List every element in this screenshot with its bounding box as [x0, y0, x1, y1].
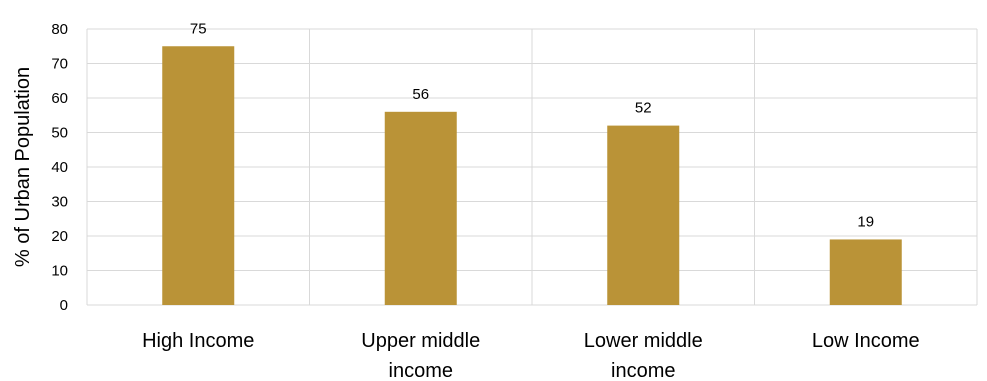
y-tick-label: 40	[51, 159, 68, 176]
plot-area: 0 10 20 30 40 50 60 70 80 75 High Income 56 Upper mi…	[51, 20, 978, 381]
y-tick-label: 20	[51, 228, 68, 245]
y-tick-label: 70	[51, 56, 68, 73]
category-label: income	[611, 360, 675, 381]
y-tick-label: 0	[60, 297, 68, 314]
category-label: Lower middle	[584, 330, 703, 352]
y-tick-label: 50	[51, 125, 68, 142]
data-label: 75	[190, 20, 207, 37]
category-label: Low Income	[812, 330, 920, 352]
category-label: income	[389, 360, 453, 381]
y-axis-title: % of Urban Population	[12, 67, 34, 267]
y-tick-label: 80	[51, 21, 68, 38]
bar	[162, 46, 235, 305]
bar	[607, 125, 680, 305]
data-label: 56	[412, 86, 429, 103]
bar	[829, 239, 902, 305]
y-tick-label: 30	[51, 194, 68, 211]
data-label: 52	[635, 100, 652, 117]
category-label: High Income	[142, 330, 254, 352]
y-tick-label: 10	[51, 263, 68, 280]
data-label: 19	[857, 213, 874, 230]
category-label: Upper middle	[361, 330, 480, 352]
bar	[384, 111, 457, 305]
y-tick-label: 60	[51, 90, 68, 107]
